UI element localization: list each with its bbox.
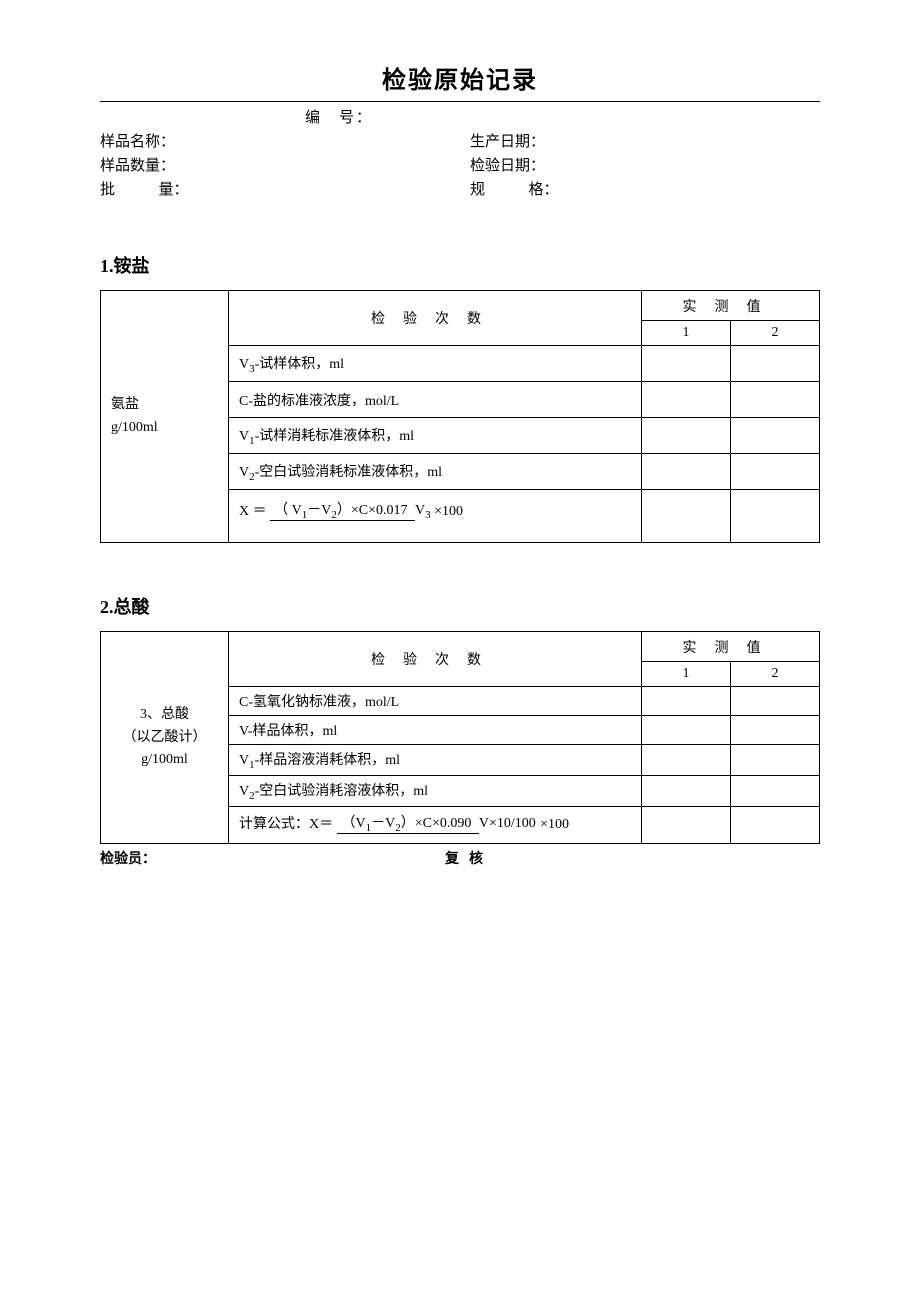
s1-p1a: V xyxy=(239,357,249,372)
s1-vf-2 xyxy=(731,490,820,543)
s2-p4: V2-空白试验消耗溶液体积，ml xyxy=(229,776,642,807)
s1-vf-1 xyxy=(642,490,731,543)
s2-p3: V1-样品溶液消耗体积，ml xyxy=(229,745,642,776)
s2-p3c: -样品溶液消耗体积，ml xyxy=(255,753,400,768)
test-date-label: 检验日期： xyxy=(470,158,545,174)
s1-v2-1 xyxy=(642,382,731,418)
s1-fd-b: 3 xyxy=(425,509,431,521)
s2-v2-2 xyxy=(731,716,820,745)
s1-p2: C-盐的标准液浓度，mol/L xyxy=(229,382,642,418)
spec-label-2: 格： xyxy=(529,182,559,198)
s1-fd-a: V xyxy=(415,503,425,518)
s2-p4a: V xyxy=(239,784,249,799)
s2-formula-suffix: ×100 xyxy=(540,814,569,836)
s1-v4-2 xyxy=(731,454,820,490)
s2-vf-1 xyxy=(642,806,731,843)
s1-p1c: -试样体积，ml xyxy=(255,357,344,372)
s2-measured-header: 实测值 xyxy=(642,632,820,662)
s2-count-header: 检验次数 xyxy=(229,632,642,687)
s1-p3a: V xyxy=(239,429,249,444)
s2-col-1: 1 xyxy=(642,662,731,687)
s2-p3a: V xyxy=(239,753,249,768)
s1-formula-suffix: ×100 xyxy=(434,501,463,523)
s1-p4c: -空白试验消耗标准液体积，ml xyxy=(255,465,442,480)
serial-no-label: 编 号： xyxy=(305,106,373,130)
s2-formula-prefix: 计算公式：X＝ xyxy=(239,814,333,836)
header-meta: 编 号： 样品名称： 生产日期： 样品数量： 检验日期： 批 量： 规 格： xyxy=(100,106,820,202)
s1-v1-1 xyxy=(642,346,731,382)
s2-formula-frac: （V1－V2）×C×0.090 V×10/100 xyxy=(337,813,537,837)
s2-row-label-l3: g/100ml xyxy=(141,752,188,767)
section-2-table: 3、总酸 （以乙酸计） g/100ml 检验次数 实测值 1 2 C-氢氧化钠标… xyxy=(100,631,820,844)
s1-p4a: V xyxy=(239,465,249,480)
s2-v2-1 xyxy=(642,716,731,745)
s2-v4-1 xyxy=(642,776,731,807)
s2-row-label-l2: （以乙酸计） xyxy=(123,730,207,745)
s2-v4-2 xyxy=(731,776,820,807)
s2-row-label-l1: 3、总酸 xyxy=(140,707,189,722)
sample-qty-label: 样品数量： xyxy=(100,158,175,174)
batch-label-2: 量： xyxy=(159,182,189,198)
s2-formula: 计算公式：X＝ （V1－V2）×C×0.090 V×10/100 ×100 xyxy=(229,806,642,843)
s1-v2-2 xyxy=(731,382,820,418)
s2-v1-2 xyxy=(731,687,820,716)
s1-row-label-l1: 氨盐 xyxy=(111,397,139,412)
s1-v3-1 xyxy=(642,418,731,454)
s1-v1-2 xyxy=(731,346,820,382)
s1-count-header: 检验次数 xyxy=(229,291,642,346)
s2-v1-1 xyxy=(642,687,731,716)
s2-row-label: 3、总酸 （以乙酸计） g/100ml xyxy=(101,632,229,844)
spec-label-1: 规 xyxy=(470,182,485,198)
s1-p3c: -试样消耗标准液体积，ml xyxy=(255,429,414,444)
s2-vf-2 xyxy=(731,806,820,843)
page-title: 检验原始记录 xyxy=(100,60,820,102)
s1-measured-header: 实测值 xyxy=(642,291,820,321)
s2-p1: C-氢氧化钠标准液，mol/L xyxy=(229,687,642,716)
s2-v3-1 xyxy=(642,745,731,776)
s2-p2: V-样品体积，ml xyxy=(229,716,642,745)
s2-col-2: 2 xyxy=(731,662,820,687)
batch-label-1: 批 xyxy=(100,182,115,198)
s1-fn-a: （ V xyxy=(274,503,302,518)
s2-v3-2 xyxy=(731,745,820,776)
s1-v4-1 xyxy=(642,454,731,490)
s2-fn-e: ）×C×0.090 xyxy=(401,816,472,831)
s2-fd: V×10/100 xyxy=(479,814,536,831)
s1-v3-2 xyxy=(731,418,820,454)
s1-formula: X ＝ （ V1－V2）×C×0.017 V3 ×100 xyxy=(229,490,642,543)
s2-fn-c: －V xyxy=(371,816,395,831)
footer-row: 检验员： 复核 xyxy=(100,848,820,868)
s2-p4c: -空白试验消耗溶液体积，ml xyxy=(255,784,428,799)
s1-formula-frac: （ V1－V2）×C×0.017 V3 xyxy=(270,500,431,524)
s1-p3: V1-试样消耗标准液体积，ml xyxy=(229,418,642,454)
prod-date-label: 生产日期： xyxy=(470,134,545,150)
s1-fn-e: ）×C×0.017 xyxy=(337,503,408,518)
s1-formula-prefix: X ＝ xyxy=(239,501,267,523)
s1-row-label: 氨盐 g/100ml xyxy=(101,291,229,543)
reviewer-label: 复核 xyxy=(445,852,493,867)
s1-row-label-l2: g/100ml xyxy=(111,420,158,435)
inspector-label: 检验员： xyxy=(100,852,156,867)
s1-p4: V2-空白试验消耗标准液体积，ml xyxy=(229,454,642,490)
s2-fn-a: （V xyxy=(341,816,365,831)
s1-col-1: 1 xyxy=(642,321,731,346)
s1-col-2: 2 xyxy=(731,321,820,346)
section-2-heading: 2.总酸 xyxy=(100,593,820,619)
section-1-heading: 1.铵盐 xyxy=(100,252,820,278)
sample-name-label: 样品名称： xyxy=(100,134,175,150)
s1-fn-c: －V xyxy=(307,503,331,518)
section-1-table: 氨盐 g/100ml 检验次数 实测值 1 2 V3-试样体积，ml C-盐的标… xyxy=(100,290,820,543)
s1-p1: V3-试样体积，ml xyxy=(229,346,642,382)
